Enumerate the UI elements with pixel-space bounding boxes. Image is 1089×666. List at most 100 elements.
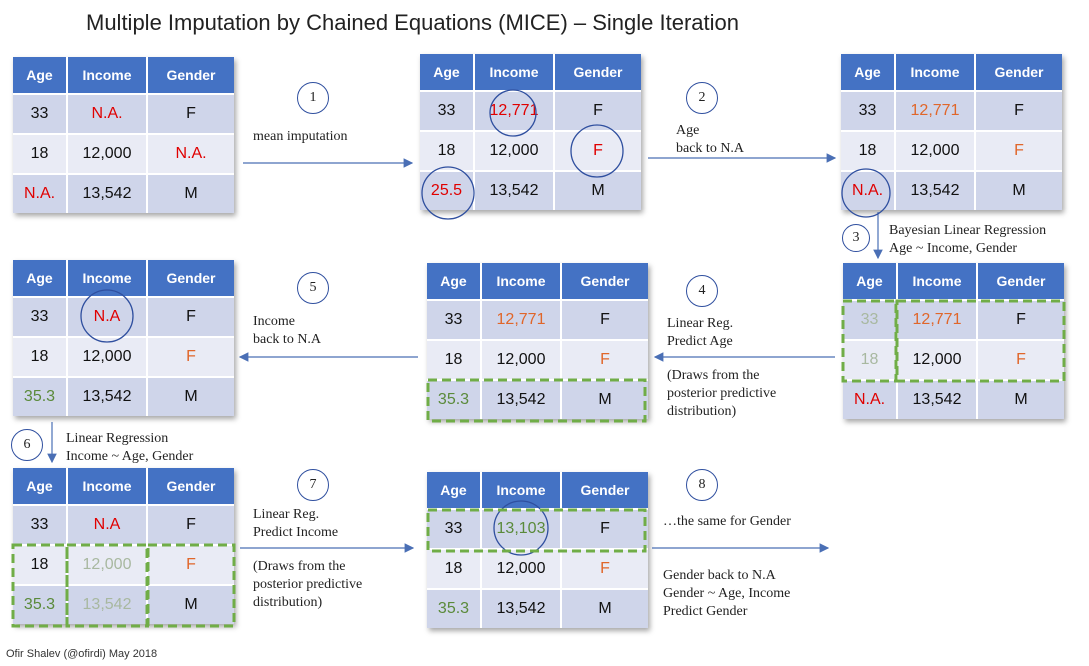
header-age: Age bbox=[13, 260, 68, 297]
step-4-annotation: Linear Reg. Predict Age (Draws from the … bbox=[667, 316, 777, 419]
table-row: 35.3 13,542 M bbox=[13, 584, 234, 624]
table-row: 18 12,000 F bbox=[13, 336, 234, 377]
step-number-1: 1 bbox=[297, 82, 329, 114]
cell-income: 13,542 bbox=[897, 379, 978, 419]
table-row: 35.3 13,542 M bbox=[427, 588, 648, 628]
table-row: 33 N.A F bbox=[13, 296, 234, 337]
cell-gender: M bbox=[554, 170, 641, 210]
cell-gender: M bbox=[561, 588, 648, 628]
cell-age: 18 bbox=[13, 133, 68, 174]
cell-age: 18 bbox=[427, 548, 482, 589]
header-income: Income bbox=[474, 54, 555, 91]
table-row: 25.5 13,542 M bbox=[420, 170, 641, 210]
table-row: 35.3 13,542 M bbox=[13, 376, 234, 416]
table-header-row: Age Income Gender bbox=[420, 54, 641, 91]
table-row: 33 12,771 F bbox=[427, 299, 648, 340]
header-age: Age bbox=[427, 263, 482, 300]
cell-income: 12,771 bbox=[895, 90, 976, 131]
cell-gender: M bbox=[147, 584, 234, 624]
step-number-5: 5 bbox=[297, 272, 329, 304]
cell-gender: F bbox=[975, 130, 1062, 171]
cell-gender: M bbox=[147, 376, 234, 416]
cell-income: 13,542 bbox=[474, 170, 555, 210]
table-row: 18 12,000 F bbox=[843, 339, 1064, 380]
cell-age: 33 bbox=[13, 504, 68, 545]
header-gender: Gender bbox=[147, 260, 234, 297]
cell-gender: M bbox=[975, 170, 1062, 210]
cell-income: 12,000 bbox=[897, 339, 978, 380]
cell-gender: F bbox=[554, 90, 641, 131]
header-income: Income bbox=[481, 472, 562, 509]
cell-age: 18 bbox=[420, 130, 475, 171]
table-row: 18 12,000 F bbox=[420, 130, 641, 171]
table-row: 33 N.A. F bbox=[13, 93, 234, 134]
cell-age: 33 bbox=[13, 296, 68, 337]
header-income: Income bbox=[481, 263, 562, 300]
cell-age: 25.5 bbox=[420, 170, 475, 210]
header-gender: Gender bbox=[147, 468, 234, 505]
cell-income: N.A bbox=[67, 296, 148, 337]
table-row: N.A. 13,542 M bbox=[841, 170, 1062, 210]
data-table-2: Age Income Gender 33 12,771 F 18 12,000 F 25.5… bbox=[420, 54, 641, 210]
table-header-row: Age Income Gender bbox=[843, 263, 1064, 300]
table-row: N.A. 13,542 M bbox=[13, 173, 234, 213]
header-age: Age bbox=[843, 263, 898, 300]
cell-income: 12,771 bbox=[481, 299, 562, 340]
page-title: Multiple Imputation by Chained Equations… bbox=[86, 10, 740, 35]
header-age: Age bbox=[13, 57, 68, 94]
step-6-annotation: Linear Regression Income ~ Age, Gender bbox=[66, 431, 194, 464]
credit-text: Ofir Shalev (@ofirdi) May 2018 bbox=[6, 648, 158, 660]
header-age: Age bbox=[420, 54, 475, 91]
cell-income: 12,000 bbox=[67, 544, 148, 585]
cell-gender: F bbox=[561, 299, 648, 340]
data-table-4: Age Income Gender 33 12,771 F 18 12,000 F N.A.… bbox=[843, 263, 1064, 419]
cell-age: N.A. bbox=[13, 173, 68, 213]
cell-age: 18 bbox=[427, 339, 482, 380]
step-2-annotation: Age back to N.A bbox=[676, 123, 745, 156]
step-1-annotation: mean imputation bbox=[253, 129, 348, 144]
table-header-row: Age Income Gender bbox=[841, 54, 1062, 91]
cell-gender: F bbox=[147, 544, 234, 585]
cell-income: 13,542 bbox=[67, 584, 148, 624]
cell-gender: F bbox=[561, 339, 648, 380]
cell-gender: F bbox=[561, 548, 648, 589]
cell-age: 33 bbox=[427, 508, 482, 549]
header-gender: Gender bbox=[561, 472, 648, 509]
table-row: 33 N.A F bbox=[13, 504, 234, 545]
step-7-annotation: Linear Reg. Predict Income (Draws from t… bbox=[253, 507, 363, 610]
cell-age: 35.3 bbox=[13, 584, 68, 624]
cell-gender: M bbox=[977, 379, 1064, 419]
cell-gender: M bbox=[561, 379, 648, 419]
cell-gender: F bbox=[147, 296, 234, 337]
cell-income: 12,000 bbox=[895, 130, 976, 171]
cell-gender: F bbox=[977, 339, 1064, 380]
cell-age: N.A. bbox=[841, 170, 896, 210]
header-income: Income bbox=[67, 57, 148, 94]
cell-income: 13,542 bbox=[67, 173, 148, 213]
cell-income: 12,000 bbox=[481, 548, 562, 589]
cell-income: 13,542 bbox=[895, 170, 976, 210]
cell-gender: F bbox=[561, 508, 648, 549]
step-5-annotation: Income back to N.A bbox=[253, 314, 322, 347]
cell-age: 35.3 bbox=[427, 588, 482, 628]
cell-age: 33 bbox=[13, 93, 68, 134]
table-row: 35.3 13,542 M bbox=[427, 379, 648, 419]
table-row: 33 12,771 F bbox=[843, 299, 1064, 340]
data-table-8: Age Income Gender 33 13,103 F 18 12,000 F 35.3… bbox=[427, 472, 648, 628]
cell-age: 18 bbox=[13, 544, 68, 585]
table-row: 18 12,000 F bbox=[13, 544, 234, 585]
cell-income: N.A bbox=[67, 504, 148, 545]
cell-income: 13,103 bbox=[481, 508, 562, 549]
data-table-1: Age Income Gender 33 N.A. F 18 12,000 N.A. N.A… bbox=[13, 57, 234, 213]
cell-gender: F bbox=[147, 93, 234, 134]
table-row: 33 12,771 F bbox=[420, 90, 641, 131]
cell-age: 35.3 bbox=[13, 376, 68, 416]
table-row: 33 13,103 F bbox=[427, 508, 648, 549]
cell-income: 12,771 bbox=[897, 299, 978, 340]
header-gender: Gender bbox=[147, 57, 234, 94]
step-number-8: 8 bbox=[686, 469, 718, 501]
header-gender: Gender bbox=[561, 263, 648, 300]
table-header-row: Age Income Gender bbox=[13, 468, 234, 505]
cell-income: 13,542 bbox=[481, 379, 562, 419]
cell-income: 13,542 bbox=[481, 588, 562, 628]
